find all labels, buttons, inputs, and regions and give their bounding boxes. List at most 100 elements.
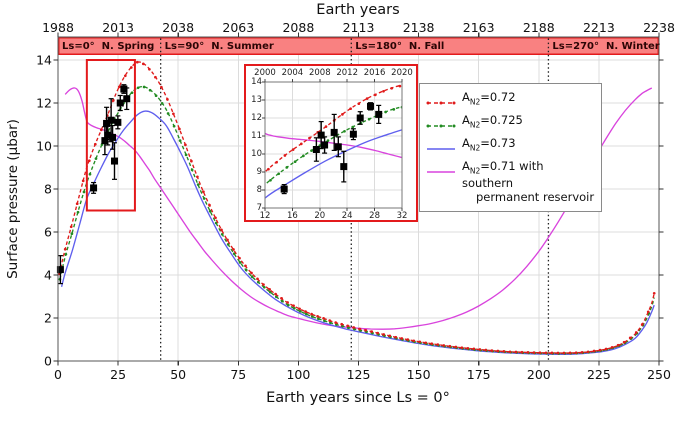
data-point-square xyxy=(103,119,111,127)
inset-y-tick-label: 12 xyxy=(251,113,262,123)
legend-entry: AN2=0.72 xyxy=(426,90,595,112)
season-ls-text: Ls=0° xyxy=(62,41,95,52)
bottom-axis-tick-label: 200 xyxy=(526,367,551,382)
top-axis-tick-label: 2013 xyxy=(102,20,134,35)
data-point-square xyxy=(56,266,64,274)
data-point-square xyxy=(334,143,342,151)
curve-markers-inset-an2-0725 xyxy=(269,105,402,182)
inset-bottom-tick-label: 16 xyxy=(286,211,298,221)
y-axis-tick-label: 8 xyxy=(44,181,52,197)
inset-y-tick-label: 9 xyxy=(256,167,262,177)
y-axis-tick-label: 6 xyxy=(44,224,52,240)
inset-y-tick-label: 11 xyxy=(251,131,262,141)
legend-swatch xyxy=(426,136,462,158)
bottom-axis-tick-label: 225 xyxy=(586,367,611,382)
inset-top-tick-label: 2016 xyxy=(363,68,386,78)
data-point-square xyxy=(280,185,288,193)
season-ls-text: Ls=180° xyxy=(355,41,402,52)
legend-label: AN2=0.72 xyxy=(462,90,516,107)
bottom-axis-tick-label: 0 xyxy=(54,367,62,382)
inset-plot: 2000 2004 2008 2012 2016 2020 12 16 20 24 28 32 14 13… xyxy=(244,64,418,222)
inset-bottom-tick-label: 20 xyxy=(314,211,326,221)
data-point-square xyxy=(349,130,357,138)
inset-top-tick-label: 2008 xyxy=(308,68,331,78)
inset-top-tick-label: 2004 xyxy=(281,68,304,78)
data-point-square xyxy=(312,146,320,153)
top-axis-tick-label: 2213 xyxy=(582,20,615,35)
data-point-square xyxy=(101,137,109,145)
data-point-square xyxy=(356,114,364,122)
y-axis-tick-label: 4 xyxy=(44,267,52,283)
top-axis-tick-label: 2063 xyxy=(222,20,255,35)
inset-y-tick-label: 13 xyxy=(251,95,262,105)
bottom-axis-tick-label: 25 xyxy=(110,367,127,382)
curve-an2-073 xyxy=(60,110,655,355)
inset-bottom-tick-label: 28 xyxy=(369,211,381,221)
season-name-text: N. Fall xyxy=(408,41,445,52)
legend-swatch xyxy=(426,113,462,135)
season-label: Ls=270° N. Winter xyxy=(552,39,659,54)
inset-frame xyxy=(264,81,403,209)
curve-markers-inset-an2-072 xyxy=(267,84,402,171)
data-point-square xyxy=(109,133,117,141)
top-axis-title: Earth years xyxy=(316,2,400,18)
axis-tick-marks xyxy=(53,32,664,366)
season-label: Ls=180° N. Fall xyxy=(355,39,444,54)
inset-top-tick-label: 2020 xyxy=(391,68,413,78)
season-name-text: N. Spring xyxy=(101,41,155,52)
observation-points xyxy=(56,84,131,285)
top-axis-tick-label: 2088 xyxy=(282,20,315,35)
season-banner xyxy=(58,37,659,55)
y-axis-tick-label: 12 xyxy=(36,95,52,111)
data-point-square xyxy=(114,118,122,126)
season-name-text: N. Summer xyxy=(211,41,274,52)
data-point-square xyxy=(123,95,131,103)
legend-entry: AN2=0.725 xyxy=(426,113,595,135)
legend-swatch xyxy=(426,159,462,181)
top-axis-tick-label: 2138 xyxy=(402,20,435,35)
legend: AN2=0.72 AN2=0.725 AN2=0.73 AN2=0.71 with s… xyxy=(419,83,602,213)
inset-y-tick-label: 7 xyxy=(256,203,262,213)
y-axis-tick-label: 0 xyxy=(44,353,52,369)
season-ls-text: Ls=90° xyxy=(164,41,205,52)
legend-swatch-line xyxy=(427,171,455,173)
inset-bottom-tick-label: 24 xyxy=(341,211,353,221)
inset-y-tick-label: 8 xyxy=(256,185,262,195)
bottom-axis-tick-label: 175 xyxy=(466,367,491,382)
bottom-axis-tick-label: 150 xyxy=(406,367,431,382)
data-point-square xyxy=(104,131,112,139)
data-point-square xyxy=(107,116,115,124)
data-point-square xyxy=(120,85,128,93)
legend-swatch-line xyxy=(427,148,455,150)
top-axis-tick-label: 2113 xyxy=(342,20,375,35)
top-axis-tick-label: 2038 xyxy=(162,20,195,35)
inset-top-tick-label: 2012 xyxy=(336,68,359,78)
inset-y-tick-label: 10 xyxy=(251,149,262,159)
season-label: Ls=0° N. Spring xyxy=(62,39,154,54)
inset-y-tick-label: 14 xyxy=(251,77,262,87)
data-point-square xyxy=(116,99,124,107)
y-axis-tick-label: 2 xyxy=(44,310,52,326)
curve-inset-an2-0725 xyxy=(265,106,402,186)
data-point-square xyxy=(110,157,118,165)
legend-entry: AN2=0.71 with southern permanent reservoi… xyxy=(426,159,595,204)
curve-inset-an2-072 xyxy=(265,84,402,173)
y-axis-tick-label: 14 xyxy=(36,52,52,68)
legend-label: AN2=0.71 with southern permanent reservoi… xyxy=(462,159,595,205)
zoom-region-rect xyxy=(85,59,136,212)
observation-points xyxy=(280,102,383,195)
bottom-axis-tick-label: 250 xyxy=(647,367,671,382)
top-axis-tick-label: 2163 xyxy=(462,20,495,35)
legend-swatch-line xyxy=(426,124,456,128)
data-point-square xyxy=(321,141,329,149)
legend-label: AN2=0.725 xyxy=(462,113,523,130)
top-axis-tick-label: 2238 xyxy=(643,20,675,35)
data-point-square xyxy=(340,163,348,171)
inset-tick-marks xyxy=(262,79,403,211)
bottom-axis-tick-label: 100 xyxy=(286,367,311,382)
top-axis-tick-label: 2188 xyxy=(522,20,555,35)
data-point-square xyxy=(90,184,98,192)
y-axis-tick-label: 10 xyxy=(36,138,52,154)
